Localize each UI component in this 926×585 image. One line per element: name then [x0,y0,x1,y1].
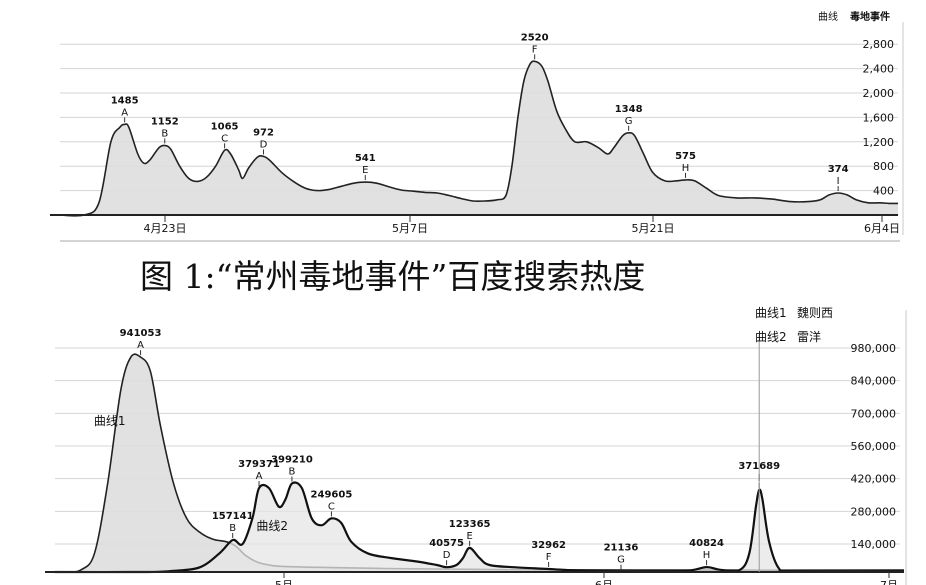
annotation-letter: A [121,107,128,118]
x-tick-label: 6月4日 [864,222,900,235]
annotation-value: 399210 [271,455,313,466]
annotation-value: 972 [253,127,274,138]
annotation-letter: G [617,555,625,566]
y-tick-label: 1,200 [863,136,895,149]
annotation-letter: B [229,523,236,534]
y-tick-label: 980,000 [851,342,897,355]
annotation-value: 1152 [151,116,179,127]
chart-comparison-curves: 980,000 840,000 700,000 560,000 420,000 280,0… [45,305,907,585]
annotation-value: 1065 [211,121,239,132]
legend-series-name: 魏则西 [797,305,833,320]
y-tick-label: 1,600 [863,111,895,124]
annotation-value: 379371 [238,459,280,470]
y-tick-label: 800 [873,160,894,173]
annotation-value: 157141 [212,511,254,522]
annotation-letter: A [256,471,263,482]
series-label: 曲线2 [256,519,288,533]
series-label: 曲线1 [94,414,126,428]
x-tick-label: 5月21日 [632,222,675,235]
legend-label: 曲线1 [755,306,787,320]
x-tick-label: 5月7日 [392,222,428,235]
annotation-letter: F [546,552,552,563]
y-tick-label: 400 [873,185,894,198]
annotation-letter: D [443,550,451,561]
annotation-value: 941053 [120,328,162,339]
annotation-letter: A [137,340,144,351]
x-tick-label: 4月23日 [144,222,187,235]
annotation-value: 21136 [604,543,639,554]
y-tick-label: 560,000 [851,440,897,453]
figure-caption: 图 1:“常州毒地事件”百度搜索热度 [140,257,645,296]
annotation-letter: G [625,116,633,127]
annotation-letter: B [288,467,295,478]
annotation-letter: F [532,44,538,55]
y-tick-label: 700,000 [851,407,897,420]
annotation-value: 575 [675,151,696,162]
series-area [55,482,904,573]
y-tick-label: 280,000 [851,505,897,518]
x-tick-label: 7月 [880,579,898,585]
y-tick-label: 2,800 [863,38,895,51]
y-tick-label: 420,000 [851,473,897,486]
annotation-letter: C [328,501,335,512]
annotation-value: 1485 [111,95,139,106]
y-tick-label: 2,400 [863,63,895,76]
annotation-value: 249605 [311,489,353,500]
legend-label: 曲线 [818,10,838,23]
annotation-letter: C [221,133,228,144]
y-tick-label: 140,000 [851,538,897,551]
series-line [59,60,899,217]
annotation-letter: E [466,531,472,542]
annotation-letter: E [362,165,368,176]
annotation-value: 374 [828,164,849,175]
annotation-value: 32962 [531,540,566,551]
annotation-letter: H [682,163,690,174]
annotation-letter: H [703,550,711,561]
y-tick-label: 840,000 [851,375,897,388]
legend-series-name: 雷洋 [797,329,821,344]
series-line [54,481,905,574]
annotation-value: 1348 [615,104,643,115]
annotation-value: 2520 [521,32,549,43]
y-tick-label: 2,000 [863,87,895,100]
annotation-value: 40575 [429,538,464,549]
annotation-value: 541 [355,153,376,164]
legend-label: 曲线2 [755,330,787,344]
x-tick-label: 6月 [595,579,613,585]
legend-series-name: 毒地事件 [850,10,890,23]
annotation-letter: D [260,139,268,150]
series-area [55,354,904,573]
annotation-letter: I [837,176,840,187]
figure-caption-text: 图 1:“常州毒地事件”百度搜索热度 [140,257,645,296]
x-tick-label: 5月 [275,579,293,585]
annotation-value: 40824 [689,538,724,549]
series-area [60,61,898,216]
annotation-letter: B [161,128,168,139]
annotation-value: 123365 [449,519,491,530]
